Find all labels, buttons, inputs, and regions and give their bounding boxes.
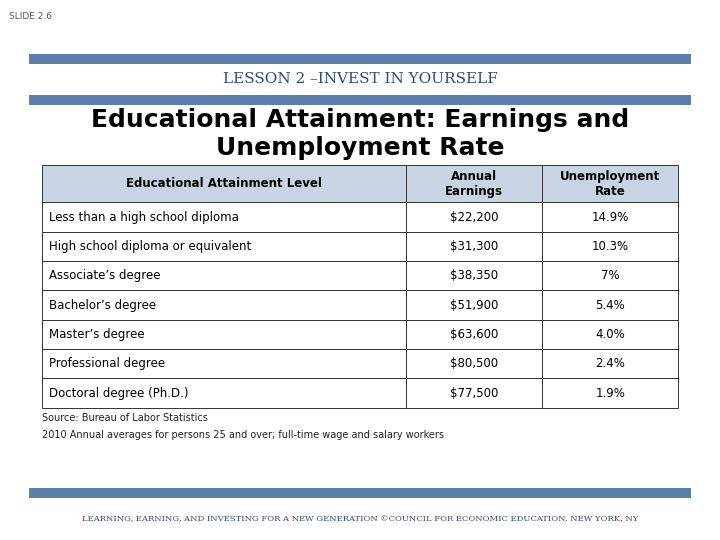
Text: $77,500: $77,500 — [450, 387, 498, 400]
Text: 4.0%: 4.0% — [595, 328, 625, 341]
Bar — [406, 379, 542, 408]
Text: Annual
Earnings: Annual Earnings — [445, 170, 503, 198]
Bar — [542, 349, 678, 379]
Text: High school diploma or equivalent: High school diploma or equivalent — [49, 240, 251, 253]
Text: $22,200: $22,200 — [450, 211, 498, 224]
Bar — [406, 261, 542, 291]
Text: Professional degree: Professional degree — [49, 357, 165, 370]
Text: Educational Attainment Level: Educational Attainment Level — [126, 177, 322, 190]
Bar — [42, 349, 406, 379]
Bar — [542, 165, 678, 202]
Bar — [406, 232, 542, 261]
Bar — [406, 320, 542, 349]
Bar — [42, 261, 406, 291]
Bar — [42, 165, 406, 202]
Bar — [42, 291, 406, 320]
Text: $80,500: $80,500 — [450, 357, 498, 370]
Text: 14.9%: 14.9% — [591, 211, 629, 224]
Bar — [406, 291, 542, 320]
Bar — [42, 320, 406, 349]
Text: LEARNING, EARNING, AND INVESTING FOR A NEW GENERATION ©COUNCIL FOR ECONOMIC EDUC: LEARNING, EARNING, AND INVESTING FOR A N… — [82, 516, 638, 523]
Bar — [542, 320, 678, 349]
Text: Educational Attainment: Earnings and
Unemployment Rate: Educational Attainment: Earnings and Une… — [91, 107, 629, 160]
Text: $51,900: $51,900 — [450, 299, 498, 312]
Text: Associate’s degree: Associate’s degree — [49, 269, 161, 282]
Text: $63,600: $63,600 — [450, 328, 498, 341]
Text: SLIDE 2.6: SLIDE 2.6 — [9, 12, 52, 21]
Bar — [542, 379, 678, 408]
Bar — [406, 202, 542, 232]
Bar — [542, 291, 678, 320]
Text: Master’s degree: Master’s degree — [49, 328, 145, 341]
Text: Less than a high school diploma: Less than a high school diploma — [49, 211, 239, 224]
Bar — [42, 379, 406, 408]
Text: $31,300: $31,300 — [450, 240, 498, 253]
Text: Source: Bureau of Labor Statistics: Source: Bureau of Labor Statistics — [42, 413, 207, 423]
Text: Bachelor’s degree: Bachelor’s degree — [49, 299, 156, 312]
Text: 10.3%: 10.3% — [592, 240, 629, 253]
Bar — [406, 165, 542, 202]
Text: 7%: 7% — [600, 269, 619, 282]
Text: 2010 Annual averages for persons 25 and over; full-time wage and salary workers: 2010 Annual averages for persons 25 and … — [42, 430, 444, 441]
Text: $38,350: $38,350 — [450, 269, 498, 282]
Bar — [42, 232, 406, 261]
Bar — [42, 202, 406, 232]
Bar — [542, 261, 678, 291]
Bar — [406, 349, 542, 379]
Text: 1.9%: 1.9% — [595, 387, 625, 400]
Text: Doctoral degree (Ph.D.): Doctoral degree (Ph.D.) — [49, 387, 189, 400]
Text: 2.4%: 2.4% — [595, 357, 625, 370]
Text: LESSON 2 –INVEST IN YOURSELF: LESSON 2 –INVEST IN YOURSELF — [222, 72, 498, 86]
Text: Unemployment
Rate: Unemployment Rate — [560, 170, 660, 198]
Text: 5.4%: 5.4% — [595, 299, 625, 312]
Bar — [542, 202, 678, 232]
Bar — [542, 232, 678, 261]
